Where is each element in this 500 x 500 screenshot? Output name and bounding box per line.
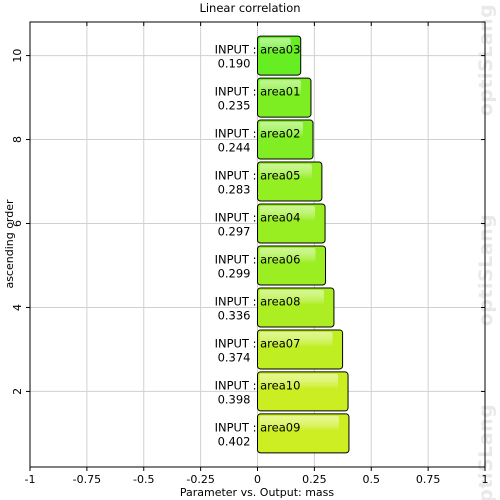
bar-name-label: INPUT : area07 [215, 336, 301, 350]
y-tick-label: 8 [11, 136, 24, 143]
bar-value-label: 0.283 [218, 183, 251, 197]
watermark-text: optiSLang [475, 4, 497, 117]
bar-value-label: 0.398 [218, 392, 251, 406]
y-axis-label: ascending order [3, 199, 16, 289]
bar-name-label: INPUT : area10 [215, 378, 301, 392]
bar-value-label: 0.336 [218, 308, 251, 322]
bar-value-label: 0.235 [218, 99, 251, 113]
bar-highlight [259, 122, 304, 156]
x-tick-label: -0.75 [73, 473, 101, 486]
x-tick-label: 0.75 [416, 473, 441, 486]
x-tick-label: 0.5 [363, 473, 381, 486]
bar-name-label: INPUT : area03 [215, 43, 301, 57]
bar-name-label: INPUT : area02 [215, 127, 301, 141]
bar-highlight [259, 206, 316, 240]
x-tick-label: -1 [25, 473, 36, 486]
y-tick-label: 2 [11, 388, 24, 395]
chart-title: Linear correlation [199, 1, 300, 15]
x-tick-label: 0.25 [302, 473, 327, 486]
bar-value-label: 0.190 [218, 57, 251, 71]
bar-name-label: INPUT : area09 [215, 420, 301, 434]
x-tick-label: -0.5 [133, 473, 154, 486]
bar-name-label: INPUT : area01 [215, 85, 301, 99]
bar-value-label: 0.299 [218, 266, 251, 280]
bar-name-label: INPUT : area05 [215, 169, 301, 183]
bar-highlight [259, 331, 333, 365]
y-tick-label: 10 [11, 49, 24, 63]
bar-highlight [259, 373, 339, 407]
y-tick-label: 6 [11, 220, 24, 227]
bar-name-label: INPUT : area06 [215, 252, 301, 266]
plot-area: -1 -0.75 -0.5 -0.25 0 0.25 0.5 0.75 1 2 4 6 8 10 INPUT… [11, 21, 489, 486]
x-tick-label: -0.25 [186, 473, 214, 486]
watermark-text: optiSLang [475, 404, 497, 500]
bar-name-label: INPUT : area04 [215, 211, 301, 225]
x-tick-label: 0 [254, 473, 261, 486]
bar-value-label: 0.297 [218, 225, 251, 239]
bar-highlight [259, 80, 301, 114]
bar-value-label: 0.244 [218, 141, 251, 155]
y-tick-label: 4 [11, 304, 24, 311]
watermark-text: optiSLang [475, 214, 497, 327]
x-tick-label: 1 [482, 473, 489, 486]
bar-value-label: 0.374 [218, 350, 251, 364]
bar-highlight [259, 38, 291, 72]
bar-highlight [259, 415, 339, 449]
watermark-group: optiSLang optiSLang optiSLang [475, 4, 497, 500]
bar-highlight [259, 247, 316, 281]
bar-value-label: 0.402 [218, 434, 251, 448]
bar-name-label: INPUT : area08 [215, 294, 301, 308]
x-axis-label: Parameter vs. Output: mass [180, 486, 335, 499]
bar-highlight [259, 289, 324, 323]
bar-highlight [259, 164, 312, 198]
